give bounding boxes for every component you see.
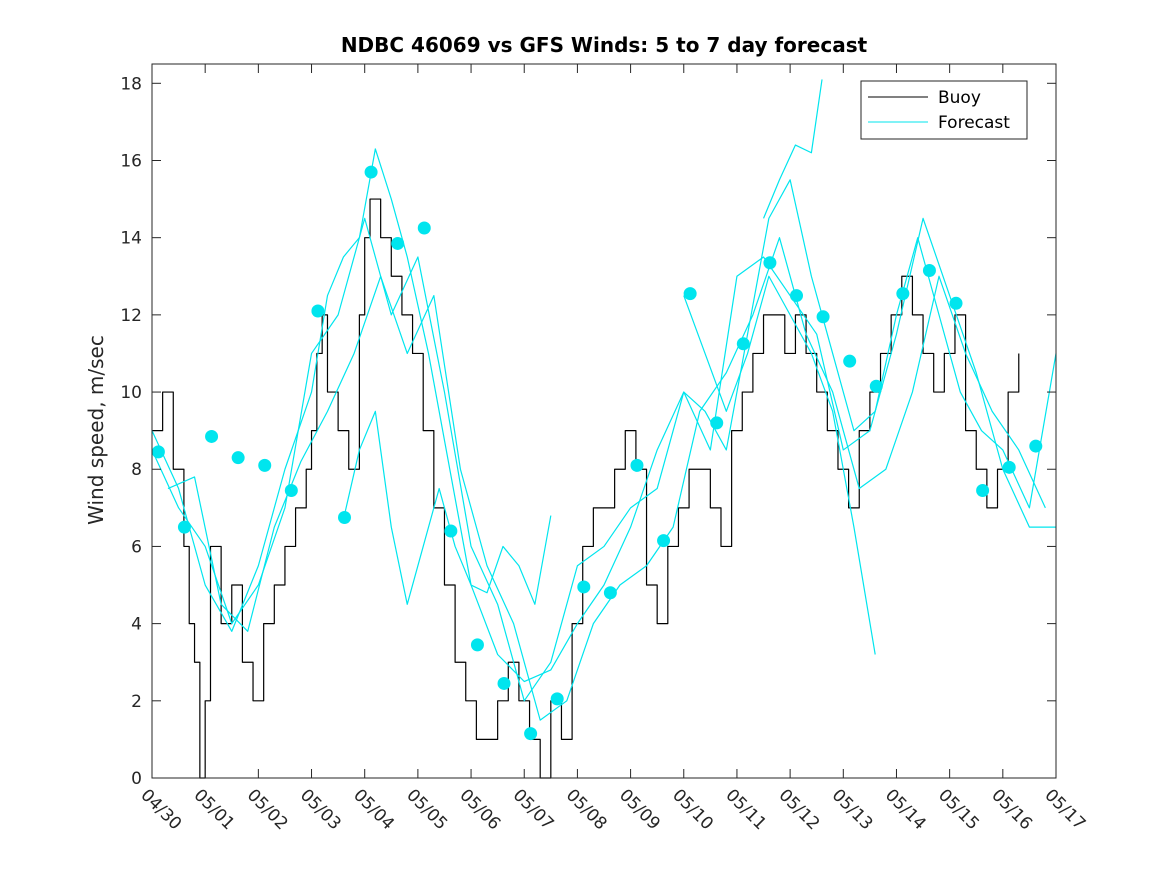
forecast-point bbox=[869, 379, 883, 393]
forecast-point bbox=[470, 638, 484, 652]
forecast-point bbox=[231, 451, 245, 465]
chart-title: NDBC 46069 vs GFS Winds: 5 to 7 day fore… bbox=[341, 33, 868, 57]
y-tick-label: 18 bbox=[120, 74, 142, 94]
y-tick-label: 0 bbox=[131, 769, 142, 789]
forecast-point bbox=[550, 692, 564, 706]
forecast-point bbox=[736, 337, 750, 351]
forecast-point bbox=[364, 165, 378, 179]
forecast-point bbox=[284, 483, 298, 497]
forecast-point bbox=[922, 263, 936, 277]
axes-box bbox=[151, 63, 1057, 779]
forecast-point bbox=[763, 256, 777, 270]
buoy-line bbox=[152, 198, 1020, 779]
forecast-point bbox=[657, 534, 671, 548]
plot-points bbox=[151, 165, 1043, 741]
forecast-point bbox=[524, 727, 538, 741]
legend-box bbox=[860, 80, 1028, 140]
forecast-point bbox=[151, 445, 165, 459]
forecast-point bbox=[710, 416, 724, 430]
forecast-line-5 bbox=[683, 275, 876, 655]
forecast-point bbox=[258, 458, 272, 472]
forecast-line-4 bbox=[342, 410, 552, 605]
y-tick-label: 12 bbox=[120, 306, 142, 326]
forecast-point bbox=[311, 304, 325, 318]
forecast-point bbox=[177, 520, 191, 534]
forecast-point bbox=[816, 310, 830, 324]
forecast-point bbox=[843, 354, 857, 368]
legend-forecast-label: Forecast bbox=[938, 113, 1010, 133]
forecast-point bbox=[1029, 439, 1043, 453]
forecast-point bbox=[976, 483, 990, 497]
y-tick-label: 14 bbox=[120, 229, 142, 249]
forecast-point bbox=[683, 287, 697, 301]
y-tick-label: 16 bbox=[120, 151, 142, 171]
y-tick-label: 10 bbox=[120, 383, 142, 403]
forecast-point bbox=[789, 289, 803, 303]
forecast-point bbox=[630, 458, 644, 472]
forecast-point bbox=[949, 296, 963, 310]
forecast-point bbox=[337, 510, 351, 524]
forecast-point bbox=[1002, 460, 1016, 474]
plot-lines bbox=[151, 79, 1057, 779]
y-tick-label: 2 bbox=[131, 692, 142, 712]
forecast-line-6 bbox=[762, 79, 823, 219]
forecast-point bbox=[603, 586, 617, 600]
legend: Buoy Forecast bbox=[860, 80, 1028, 140]
y-axis-label: Wind speed, m/sec bbox=[84, 335, 108, 525]
forecast-point bbox=[391, 236, 405, 250]
forecast-point bbox=[497, 676, 511, 690]
legend-buoy-label: Buoy bbox=[938, 88, 981, 108]
forecast-point bbox=[205, 429, 219, 443]
forecast-point bbox=[577, 580, 591, 594]
forecast-point bbox=[444, 524, 458, 538]
y-tick-label: 6 bbox=[131, 537, 142, 557]
y-tick-label: 4 bbox=[131, 615, 142, 635]
forecast-point bbox=[417, 221, 431, 235]
y-tick-label: 8 bbox=[131, 460, 142, 480]
forecast-line-3 bbox=[167, 237, 1046, 721]
forecast-point bbox=[896, 287, 910, 301]
y-axis: 0 2 4 6 8 10 12 14 16 18 bbox=[120, 74, 1056, 789]
